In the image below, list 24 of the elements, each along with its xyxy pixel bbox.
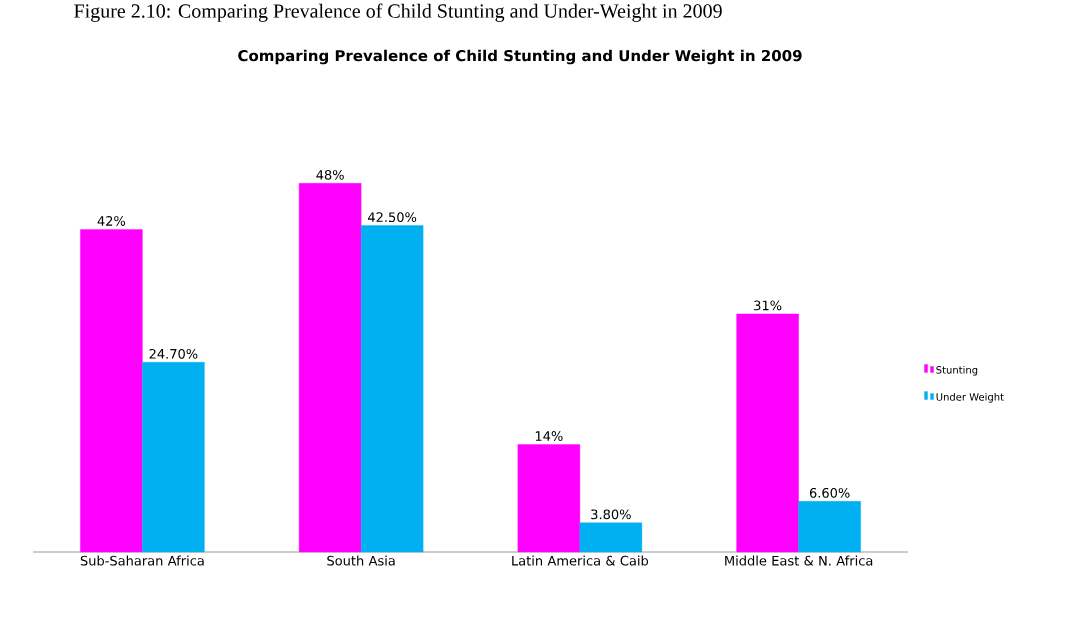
chart-title: Comparing Prevalence of Child Stunting and Under Weight in 2009 xyxy=(238,49,802,65)
bar xyxy=(579,522,643,553)
x-tick-label: Middle East & N. Africa xyxy=(725,555,873,566)
data-label: 42.50% xyxy=(367,212,417,223)
data-label: 48% xyxy=(316,169,344,180)
data-label: 14% xyxy=(535,431,563,441)
x-tick-label: South Asia xyxy=(327,555,395,566)
bar xyxy=(517,444,581,553)
x-tick-label: Latin America & Caib xyxy=(512,555,649,566)
legend-label: Under Weight xyxy=(936,392,1004,403)
x-tick-label: Sub-Saharan Africa xyxy=(80,555,204,566)
data-label: 3.80% xyxy=(591,509,631,520)
data-label: 24.70% xyxy=(149,348,198,359)
bar xyxy=(360,225,424,553)
bar xyxy=(142,362,205,553)
bar xyxy=(798,501,861,553)
data-label: 42% xyxy=(97,216,126,226)
data-label: 6.60% xyxy=(809,487,850,498)
data-label: 31% xyxy=(754,300,782,311)
legend-label: Stunting xyxy=(936,365,978,376)
caption: Figure 2.10: Comparing Prevalence of Child Stunting and Under-Weight in 2009 xyxy=(74,3,722,22)
bar xyxy=(298,183,362,553)
bar xyxy=(80,229,143,553)
bar xyxy=(736,313,799,553)
